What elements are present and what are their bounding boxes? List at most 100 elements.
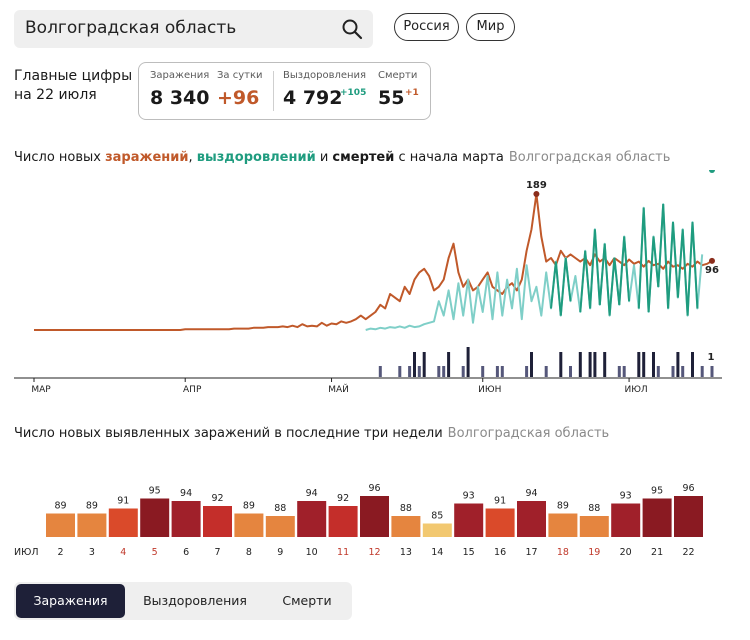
bar-value-label: 94	[525, 488, 537, 499]
line-chart-title: Число новых заражений, выздоровлений и с…	[14, 150, 671, 165]
death-bar	[422, 352, 426, 377]
tab-deaths[interactable]: Смерти	[282, 593, 332, 608]
death-bar	[466, 347, 470, 377]
death-bar	[559, 352, 563, 377]
category-label: 15	[463, 547, 475, 558]
death-bar	[671, 366, 675, 377]
infections-value: 8 340	[150, 87, 210, 109]
bar	[454, 503, 484, 537]
recovered-value: 4 792	[283, 87, 343, 109]
death-bar	[642, 352, 646, 377]
bar-value-label: 93	[620, 491, 632, 502]
category-label: 5	[152, 547, 158, 558]
death-bar	[378, 366, 382, 377]
bar-chart-region[interactable]: Волгоградская область	[447, 426, 610, 441]
tab-recoveries[interactable]: Выздоровления	[143, 593, 247, 608]
bar-value-label: 95	[651, 486, 663, 497]
recovered-delta: +105	[340, 88, 367, 98]
x-tick-label: АПР	[183, 385, 202, 395]
bar-chart-title: Число новых выявленных заражений в после…	[14, 426, 610, 441]
category-label: 16	[494, 547, 506, 558]
line-chart-region[interactable]: Волгоградская область	[508, 150, 671, 165]
recovered-label: Выздоровления	[283, 70, 367, 81]
search-icon[interactable]	[341, 18, 363, 40]
category-label: 18	[557, 547, 569, 558]
death-bar	[691, 352, 694, 377]
death-bar	[408, 366, 412, 377]
peak-label: 189	[526, 180, 547, 191]
world-button[interactable]: Мир	[466, 13, 515, 41]
death-bar	[447, 352, 451, 377]
infections-label: Заражения	[150, 70, 210, 81]
death-bar	[637, 352, 641, 377]
bar	[642, 498, 672, 537]
death-bar	[603, 352, 607, 377]
bar	[171, 501, 201, 537]
death-bar	[710, 366, 714, 377]
bar-value-label: 88	[400, 503, 412, 514]
death-bar	[500, 366, 504, 377]
death-bar	[495, 366, 499, 377]
bar	[140, 498, 170, 537]
category-label: 13	[400, 547, 412, 558]
bar	[579, 516, 609, 537]
bar-value-label: 89	[243, 501, 255, 512]
deaths-label: Смерти	[378, 70, 418, 81]
summary-divider	[273, 71, 274, 111]
bar	[328, 506, 358, 537]
category-label: 9	[277, 547, 283, 558]
category-label: 12	[368, 547, 380, 558]
bar	[611, 503, 641, 537]
bar-value-label: 89	[557, 501, 569, 512]
bar	[517, 501, 546, 537]
category-label: 3	[89, 547, 95, 558]
bar-value-label: 95	[149, 486, 161, 497]
category-label: 8	[246, 547, 252, 558]
death-bar	[588, 352, 592, 377]
category-label: 19	[588, 547, 600, 558]
bar-value-label: 96	[368, 483, 380, 494]
search-box[interactable]: Волгоградская область	[14, 10, 373, 48]
bar	[46, 513, 75, 537]
category-label: 6	[183, 547, 189, 558]
recoveries-peak	[589, 229, 601, 309]
death-bar	[622, 366, 626, 377]
recoveries-end-point	[709, 170, 715, 173]
bar	[485, 508, 515, 537]
bar-value-label: 93	[463, 491, 475, 502]
death-bar	[481, 366, 485, 377]
recoveries-peak	[676, 229, 689, 316]
death-bar	[417, 366, 421, 377]
recoveries-end-label: 105	[702, 170, 723, 173]
recoveries-peak	[598, 243, 611, 316]
recoveries-peak	[647, 236, 660, 313]
death-bar	[544, 366, 548, 377]
category-label: 14	[431, 547, 443, 558]
bar-value-label: 85	[431, 511, 443, 522]
bar	[548, 513, 578, 537]
category-label: 17	[525, 547, 537, 558]
russia-button[interactable]: Россия	[394, 13, 459, 41]
death-bar	[676, 352, 680, 377]
death-bar	[413, 352, 416, 377]
recoveries-peak	[637, 207, 650, 313]
bar	[422, 523, 452, 537]
category-label: 22	[682, 547, 694, 558]
search-input[interactable]: Волгоградская область	[25, 18, 237, 38]
death-bar	[578, 352, 582, 377]
death-bar	[617, 366, 621, 377]
death-bar	[398, 366, 402, 377]
bar	[234, 513, 264, 537]
bar-value-label: 92	[211, 493, 223, 504]
death-bar	[681, 366, 685, 377]
bar-value-label: 91	[117, 496, 129, 507]
deaths-value: 55	[378, 87, 405, 109]
infections-end-label: 96	[705, 265, 719, 276]
bar	[360, 496, 389, 537]
tab-infections[interactable]: Заражения	[16, 584, 125, 618]
death-bar	[656, 366, 660, 377]
death-bar	[593, 352, 597, 377]
bar-value-label: 88	[274, 503, 286, 514]
infections-line	[34, 193, 713, 331]
bar-value-label: 89	[54, 501, 66, 512]
